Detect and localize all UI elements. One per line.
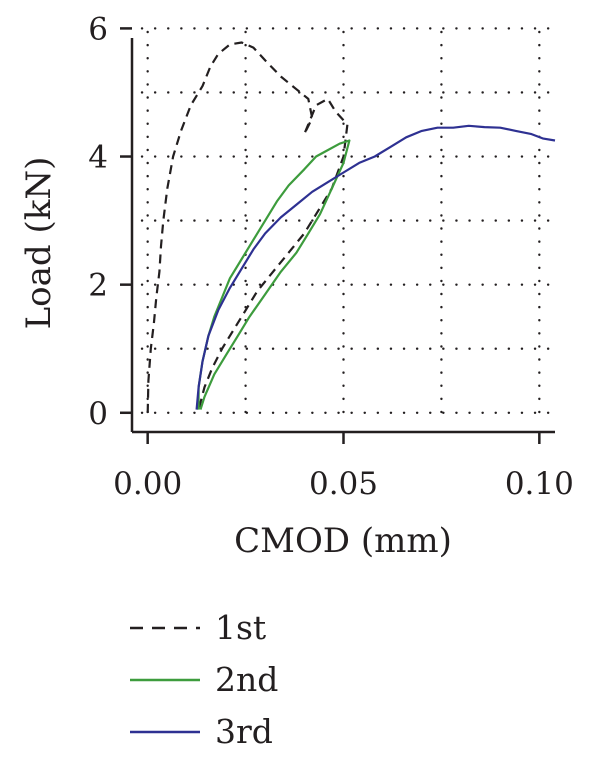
y-tick-label: 0 — [88, 396, 108, 432]
x-tick-label: 0.00 — [113, 466, 182, 502]
grid — [140, 27, 557, 426]
axes — [120, 27, 555, 444]
series-line-1 — [146, 41, 349, 413]
x-axis-label: CMOD (mm) — [234, 521, 452, 561]
x-tick-label: 0.10 — [505, 466, 574, 502]
legend-label: 1st — [215, 608, 266, 647]
legend-label: 2nd — [215, 660, 278, 699]
y-tick-label: 4 — [88, 140, 108, 176]
series-lines — [146, 41, 556, 413]
series-line-3 — [195, 124, 556, 410]
legend: 1st 2nd 3rd — [130, 608, 278, 751]
series-line-2 — [197, 139, 351, 410]
tick-labels: 0 2 4 6 0.00 0.05 0.10 — [88, 11, 574, 502]
y-tick-label: 2 — [88, 268, 108, 304]
x-tick-label: 0.05 — [309, 466, 378, 502]
y-tick-label: 6 — [88, 11, 108, 47]
y-axis-label: Load (kN) — [19, 157, 59, 330]
legend-label: 3rd — [215, 712, 273, 751]
